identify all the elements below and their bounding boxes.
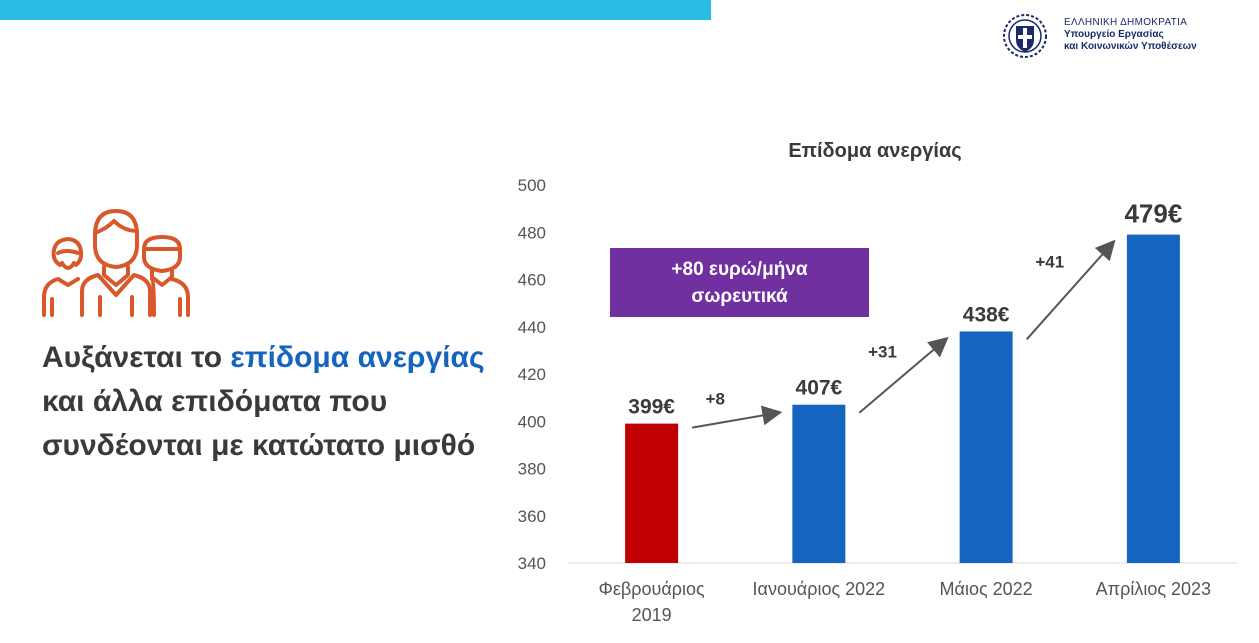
ministry-line-3: και Κοινωνικών Υποθέσεων (1064, 41, 1197, 52)
data-label: 407€ (796, 377, 843, 400)
y-tick-label: 360 (518, 507, 546, 526)
increment-arrow (1025, 239, 1116, 341)
ministry-name: ΕΛΛΗΝΙΚΗ ΔΗΜΟΚΡΑΤΙΑ Υπουργείο Εργασίας κ… (1064, 17, 1197, 53)
headline-part-2: και άλλα επιδόματα που συνδέονται με κατ… (42, 385, 476, 462)
ministry-line-2: Υπουργείο Εργασίας (1064, 29, 1164, 40)
y-tick-label: 480 (518, 223, 546, 242)
x-tick-label: Απρίλιος 2023 (1096, 579, 1211, 599)
increment-label: +31 (868, 342, 897, 361)
increment-label: +8 (706, 390, 725, 409)
x-tick-label: Μάιος 2022 (940, 579, 1033, 599)
x-tick-label: 2019 (632, 605, 672, 625)
chart-title: Επίδομα ανεργίας (788, 140, 962, 162)
bar (625, 423, 679, 563)
greek-coat-of-arms-logo (1003, 14, 1047, 58)
y-tick-label: 400 (518, 412, 546, 431)
y-tick-label: 420 (518, 365, 546, 384)
headline: Αυξάνεται το επίδομα ανεργίας και άλλα ε… (42, 336, 492, 468)
top-accent-bar (0, 0, 711, 20)
increment-arrow (691, 405, 783, 429)
increment-arrow (858, 336, 949, 414)
y-tick-label: 500 (518, 176, 546, 195)
increment-label: +41 (1035, 253, 1064, 272)
x-tick-label: Ιανουάριος 2022 (753, 579, 886, 599)
headline-highlight: επίδομα ανεργίας (230, 341, 485, 374)
data-label: 479€ (1124, 199, 1182, 229)
bar (959, 331, 1013, 563)
y-tick-label: 440 (518, 318, 546, 337)
y-tick-label: 460 (518, 271, 546, 290)
data-label: 399€ (628, 396, 675, 419)
ministry-line-1: ΕΛΛΗΝΙΚΗ ΔΗΜΟΚΡΑΤΙΑ (1064, 17, 1188, 28)
y-tick-label: 380 (518, 460, 546, 479)
bar (1126, 234, 1180, 564)
bar (792, 404, 846, 563)
callout-line-1: +80 ευρώ/μήνα (671, 258, 808, 280)
y-tick-label: 340 (518, 554, 546, 573)
people-group-icon (42, 209, 190, 317)
headline-part-1: Αυξάνεται το (42, 341, 231, 374)
cumulative-increase-callout: +80 ευρώ/μήνα σωρευτικά (610, 248, 869, 317)
callout-line-2: σωρευτικά (691, 285, 788, 307)
x-tick-label: Φεβρουάριος (599, 579, 705, 599)
data-label: 438€ (963, 303, 1010, 326)
